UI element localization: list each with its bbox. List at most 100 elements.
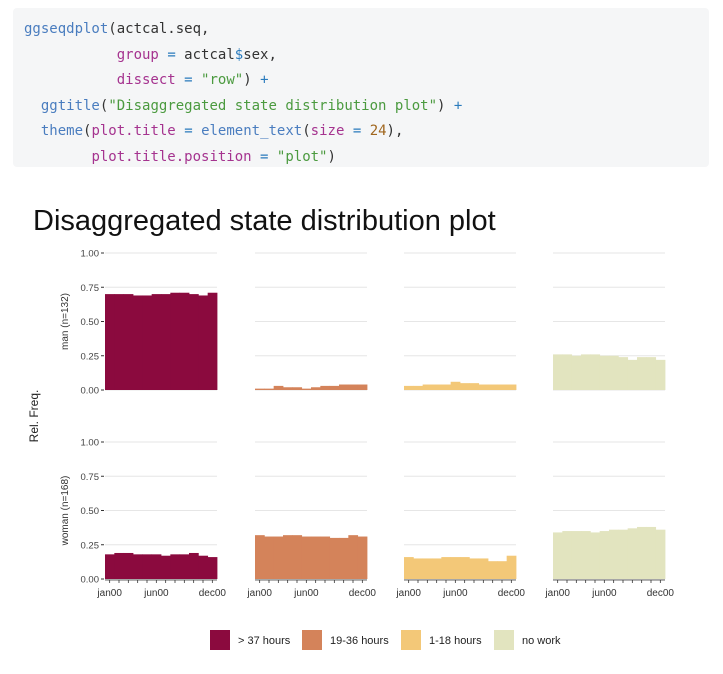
bar (170, 554, 181, 579)
bar (142, 554, 153, 579)
bar (553, 532, 563, 579)
code-token: element_text (201, 123, 303, 139)
x-tick-label: dec00 (647, 588, 675, 599)
code-token: + (260, 72, 269, 88)
legend-label: 19-36 hours (330, 635, 389, 647)
legend-swatch (302, 630, 322, 650)
bar (301, 388, 312, 390)
code-token (24, 123, 41, 139)
bar (133, 554, 143, 579)
code-token (176, 123, 184, 139)
bar (161, 294, 171, 390)
row-label: man (n=132) (60, 293, 71, 350)
bar (488, 561, 498, 579)
y-axis-title: Rel. Freq. (27, 390, 41, 443)
y-tick-label: 1.00 (81, 249, 100, 260)
bar (207, 557, 218, 579)
bar (207, 292, 218, 390)
code-token: ( (302, 123, 311, 139)
bar (105, 554, 115, 579)
bar (562, 531, 573, 579)
bar (170, 292, 181, 390)
bar (189, 294, 199, 390)
bar (357, 536, 368, 579)
bar (329, 537, 340, 579)
y-tick-label: 0.50 (81, 317, 100, 328)
bar (320, 536, 331, 579)
bar (179, 292, 190, 390)
bar (422, 558, 433, 579)
code-line: ggtitle("Disaggregated state distributio… (24, 94, 709, 120)
y-tick-label: 0.25 (81, 540, 100, 551)
code-token: theme (40, 123, 84, 139)
code-token: ) (437, 97, 454, 114)
code-token: ggseqdplot (24, 21, 109, 37)
bar (198, 295, 209, 390)
bar (571, 355, 582, 390)
bar (618, 357, 629, 390)
legend-swatch (494, 630, 514, 650)
bar (292, 387, 303, 390)
bar (581, 531, 591, 579)
code-line: dissect = "row") + (24, 68, 709, 94)
bar (348, 535, 359, 579)
code-token: = (184, 123, 193, 139)
code-token (252, 149, 260, 165)
bar (189, 552, 199, 579)
bar (133, 295, 143, 390)
bar (273, 536, 284, 579)
bar (655, 359, 666, 390)
bar (413, 385, 424, 390)
bar (123, 552, 134, 579)
code-line: group = actcal$sex, (24, 43, 709, 69)
code-token: sex, (243, 46, 277, 63)
bar (114, 294, 125, 390)
legend-swatch (401, 630, 421, 650)
bar (469, 558, 480, 579)
code-token: ( (83, 123, 92, 139)
bar (320, 385, 331, 390)
bar (432, 384, 442, 390)
code-token (344, 123, 352, 139)
code-token: plot.title (91, 123, 176, 139)
bar (292, 535, 303, 579)
code-token: = (352, 123, 362, 139)
y-tick-label: 0.25 (81, 351, 100, 362)
code-token (193, 123, 201, 139)
code-token (361, 123, 369, 139)
bar (618, 529, 629, 579)
bar (255, 388, 265, 390)
bar (151, 294, 162, 390)
bar (404, 385, 414, 390)
bar (161, 555, 171, 579)
state-distribution-chart: Disaggregated state distribution plot Rel… (27, 205, 675, 650)
bar (646, 526, 657, 579)
code-token: = (167, 46, 176, 63)
code-line: plot.title.position = "plot") (24, 145, 709, 171)
bar (339, 537, 349, 579)
legend-label: no work (522, 635, 561, 647)
bar (413, 558, 424, 579)
code-token: ) (243, 72, 261, 88)
bar (497, 561, 508, 579)
code-token: $ (234, 46, 244, 63)
bar (646, 357, 657, 390)
y-tick-label: 0.00 (81, 575, 100, 586)
x-tick-label: dec00 (199, 588, 227, 599)
code-token (268, 149, 276, 165)
y-tick-label: 0.75 (81, 472, 100, 483)
bar (283, 535, 293, 579)
bar (497, 384, 508, 390)
code-token: plot.title.position (91, 148, 252, 165)
bar (571, 531, 582, 579)
code-token: ( (99, 97, 109, 114)
bar (599, 355, 610, 390)
x-tick-label: jan00 (544, 588, 570, 599)
bar (114, 552, 125, 579)
x-tick-label: jan00 (96, 588, 122, 599)
row-label: woman (n=168) (60, 476, 71, 547)
bar (450, 557, 461, 579)
code-token: ) (327, 148, 336, 165)
bar (506, 555, 517, 579)
bar (627, 359, 638, 390)
